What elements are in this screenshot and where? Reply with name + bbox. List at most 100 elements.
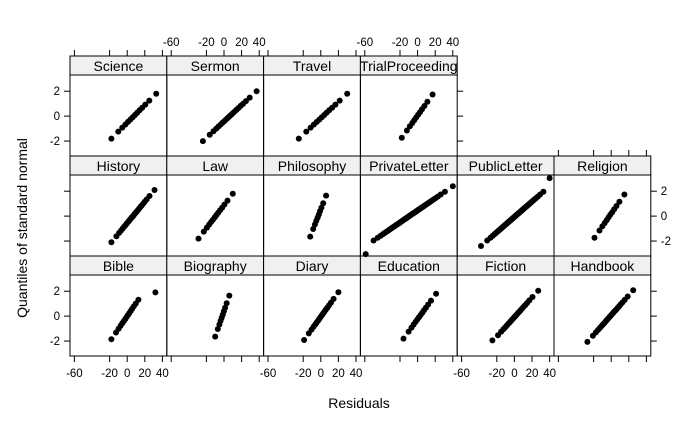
data-point	[199, 138, 206, 145]
y-tick-label: 2	[661, 186, 667, 198]
data-point	[142, 101, 149, 108]
data-point	[151, 187, 158, 193]
data-point	[429, 91, 436, 98]
panel-publicletter: PublicLetter	[456, 155, 555, 257]
x-tick-label: 20	[332, 368, 345, 380]
panel-diary: Diary	[263, 255, 361, 357]
strip-label: PrivateLetter	[369, 158, 449, 174]
data-point	[591, 234, 598, 241]
x-tick-label: -20	[198, 37, 215, 49]
panel-frame	[69, 74, 168, 157]
x-axis-col-4: -60 -20 0 20 40	[453, 356, 556, 380]
data-point	[108, 336, 115, 343]
panel-biography: Biography	[166, 255, 265, 357]
strip-label: Sermon	[191, 58, 240, 74]
data-point	[336, 97, 343, 104]
strip-label: PublicLetter	[469, 158, 543, 174]
data-point	[478, 243, 484, 249]
x-axis-col-3: -60 -20 0 20 40	[356, 37, 459, 56]
panel-frame	[263, 274, 361, 357]
strip-label: Diary	[296, 258, 329, 274]
data-point	[307, 233, 314, 240]
data-point	[135, 296, 142, 303]
data-point	[146, 193, 153, 199]
panel-trialproceeding: TrialProceeding	[359, 55, 458, 157]
y-tick-label: 0	[54, 311, 60, 323]
data-point	[424, 98, 431, 105]
data-point	[295, 135, 302, 142]
data-point	[449, 183, 456, 190]
strip-label: Science	[93, 58, 143, 74]
data-point	[320, 200, 327, 207]
panel-education: Education	[359, 255, 458, 357]
x-tick-label: 0	[414, 37, 420, 49]
panel-philosophy: Philosophy	[263, 155, 361, 257]
panels-layer: Bible Biography Diary Education Fiction Handb…	[69, 55, 652, 357]
data-point	[115, 128, 122, 135]
data-point	[362, 251, 369, 258]
axes-layer: -60 -20 0 20 40 -60 -20 0 20 40 -60 -20 0 20 40-60 -20 0…	[50, 37, 671, 380]
data-point	[310, 226, 317, 232]
data-point	[535, 287, 542, 294]
data-point	[332, 101, 339, 108]
y-tick-label: -2	[50, 136, 60, 148]
data-point	[146, 97, 153, 104]
data-point	[540, 188, 547, 195]
x-tick-label: 0	[221, 37, 227, 49]
panel-travel: Travel	[263, 55, 361, 157]
strip-label: Fiction	[485, 258, 526, 274]
x-tick-label: 0	[511, 368, 517, 380]
data-point	[596, 227, 603, 234]
data-point	[195, 235, 202, 242]
panel-religion: Religion	[553, 155, 652, 257]
x-axis-col-0: -60 -20 0 20 40	[66, 356, 169, 380]
y-tick-label: -2	[50, 336, 60, 348]
x-tick-label: 20	[235, 37, 248, 49]
x-tick-label: 20	[526, 368, 539, 380]
strip-label: Religion	[577, 158, 628, 174]
panel-frame	[166, 274, 265, 357]
x-tick-label: -20	[488, 368, 505, 380]
strip-label: Education	[378, 258, 440, 274]
panel-frame	[456, 174, 555, 257]
x-tick-label: -20	[101, 368, 118, 380]
x-tick-label: -20	[295, 368, 312, 380]
panel-bible: Bible	[69, 255, 168, 357]
data-point	[206, 131, 213, 138]
data-point	[246, 94, 253, 101]
x-tick-label: 20	[138, 368, 151, 380]
data-point	[428, 297, 434, 304]
x-tick-label: -20	[392, 37, 409, 49]
data-point	[630, 287, 637, 294]
panel-frame	[359, 274, 458, 357]
x-axis-col-5	[557, 150, 647, 156]
panel-sermon: Sermon	[166, 55, 265, 157]
x-axis-col-2: -60 -20 0 20 40	[260, 356, 363, 380]
data-point	[421, 103, 428, 109]
strip-label: Travel	[293, 58, 331, 74]
data-point	[616, 198, 623, 205]
panel-frame	[456, 274, 555, 357]
x-tick-label: 40	[156, 368, 169, 380]
panel-frame	[553, 274, 652, 357]
data-point	[301, 337, 308, 343]
y-tick-label: 0	[661, 211, 667, 223]
panel-frame	[263, 74, 361, 157]
y-axis-row-0: -2 0 2	[50, 286, 657, 348]
data-point	[433, 290, 440, 297]
x-tick-label: 40	[543, 368, 556, 380]
data-point	[253, 88, 260, 95]
panel-frame	[69, 274, 168, 357]
data-point	[223, 300, 230, 307]
x-tick-label: 40	[350, 368, 363, 380]
data-point	[108, 135, 115, 142]
panel-law: Law	[166, 155, 265, 257]
y-axis-title: Quantiles of standard normal	[14, 138, 30, 318]
panel-history: History	[69, 155, 168, 257]
panel-science: Science	[69, 55, 168, 157]
x-tick-label: -60	[356, 37, 373, 49]
data-point	[330, 295, 337, 302]
panel-handbook: Handbook	[553, 255, 652, 357]
strip-label: Biography	[184, 258, 247, 274]
panel-frame	[166, 74, 265, 157]
